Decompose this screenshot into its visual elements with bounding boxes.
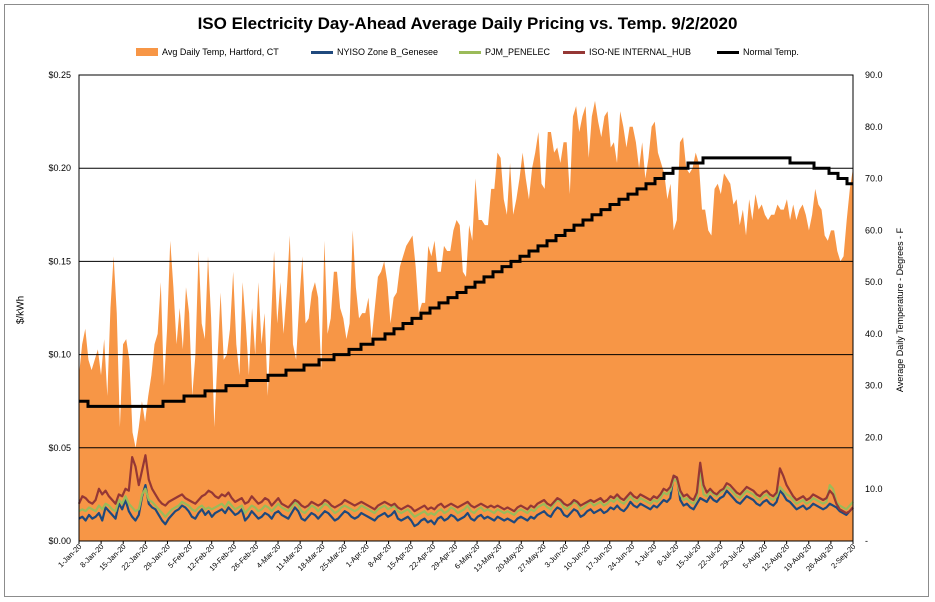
y-tick-label-1: $0.05 bbox=[48, 443, 71, 453]
y-tick-label-5: $0.25 bbox=[48, 70, 71, 80]
legend-item-temp: Avg Daily Temp, Hartford, CT bbox=[136, 47, 279, 57]
y2-tick-label-0: - bbox=[865, 536, 868, 546]
y2-tick-label-7: 70.0 bbox=[865, 174, 883, 184]
series-normal-temp bbox=[79, 156, 853, 408]
series-line-3 bbox=[77, 454, 854, 515]
legend-label-temp: Avg Daily Temp, Hartford, CT bbox=[162, 47, 279, 57]
legend-item-pjm: PJM_PENELEC bbox=[459, 47, 550, 57]
y2-tick-label-5: 50.0 bbox=[865, 277, 883, 287]
series-area-avg-temp bbox=[79, 100, 853, 541]
y-tick-label-3: $0.15 bbox=[48, 256, 71, 266]
legend-swatch-nyiso bbox=[311, 50, 333, 54]
x-tick-label-35: 2-Sep-20 bbox=[829, 542, 857, 570]
legend-label-normal: Normal Temp. bbox=[743, 47, 799, 57]
y2-tick-label-3: 30.0 bbox=[865, 381, 883, 391]
legend-swatch-isone bbox=[563, 50, 585, 54]
chart-title: ISO Electricity Day-Ahead Average Daily … bbox=[197, 14, 738, 33]
legend: Avg Daily Temp, Hartford, CT NYISO Zone … bbox=[0, 47, 935, 63]
series-line-1 bbox=[78, 474, 854, 528]
y-tick-label-2: $0.10 bbox=[48, 350, 71, 360]
y2-tick-label-2: 20.0 bbox=[865, 432, 883, 442]
y2-tick-label-1: 10.0 bbox=[865, 484, 883, 494]
legend-item-nyiso: NYISO Zone B_Genesee bbox=[311, 47, 438, 57]
legend-item-normal: Normal Temp. bbox=[717, 47, 799, 57]
x-tick-label-26: 1-Jul-20 bbox=[633, 542, 659, 568]
legend-label-nyiso: NYISO Zone B_Genesee bbox=[337, 47, 439, 57]
plot-border bbox=[78, 74, 854, 542]
x-tick-label-13: 1-Apr-20 bbox=[344, 542, 371, 569]
y2-tick-label-6: 60.0 bbox=[865, 225, 883, 235]
y-tick-label-0: $0.00 bbox=[48, 536, 71, 546]
series-line-2 bbox=[78, 469, 854, 518]
legend-label-pjm: PJM_PENELEC bbox=[485, 47, 551, 57]
legend-label-isone: ISO-NE INTERNAL_HUB bbox=[589, 47, 692, 57]
y-tick-label-4: $0.20 bbox=[48, 163, 71, 173]
legend-swatch-temp bbox=[136, 48, 158, 56]
legend-swatch-pjm bbox=[459, 50, 481, 54]
y2-tick-label-9: 90.0 bbox=[865, 70, 883, 80]
y2-tick-label-8: 80.0 bbox=[865, 122, 883, 132]
legend-swatch-normal bbox=[717, 50, 739, 54]
y2-tick-label-4: 40.0 bbox=[865, 329, 883, 339]
legend-item-isone: ISO-NE INTERNAL_HUB bbox=[563, 47, 691, 57]
